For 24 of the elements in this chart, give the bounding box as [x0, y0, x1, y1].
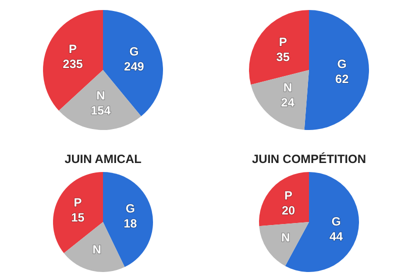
data-label: 235 [62, 57, 84, 72]
data-label: 154 [90, 103, 112, 118]
slice-label: P [278, 35, 287, 50]
data-label: 18 [124, 216, 138, 230]
slice-label: N [281, 230, 290, 244]
slice-label: G [331, 214, 341, 228]
slice-label: G [129, 44, 139, 58]
chart-title: JUIN AMICAL [64, 152, 142, 166]
slice-label: P [74, 195, 82, 210]
slice-label: N [92, 242, 102, 256]
chart-title: JUIN COMPÉTITION [252, 152, 366, 166]
slice-label: N [96, 88, 106, 102]
data-label: 249 [124, 59, 144, 74]
data-label: 35 [276, 50, 290, 64]
slice-label: N [283, 80, 292, 95]
data-label: 44 [329, 229, 344, 244]
slice-label: G [337, 56, 347, 71]
data-label: 15 [71, 210, 85, 224]
data-label: 62 [335, 72, 349, 86]
slice-label: P [284, 188, 292, 203]
slice-label: P [68, 42, 77, 56]
data-label: 20 [282, 204, 296, 218]
data-label: 24 [281, 96, 295, 110]
slice-label: G [126, 201, 135, 216]
